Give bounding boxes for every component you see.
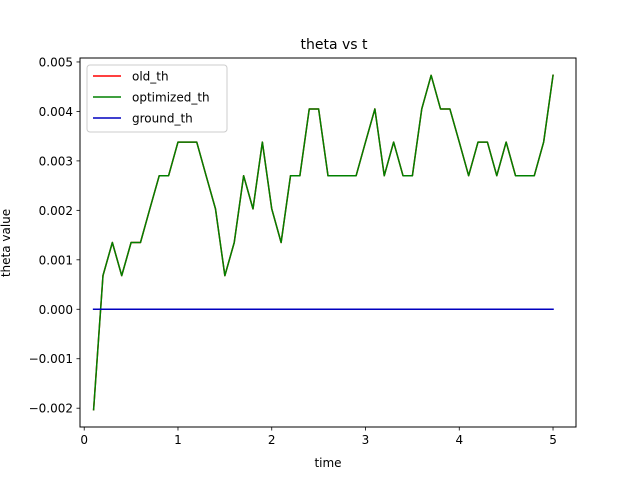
y-tick-label: −0.001 — [29, 352, 73, 366]
legend-box — [86, 64, 228, 133]
y-tick-label: 0.000 — [39, 303, 73, 317]
x-axis-label: time — [314, 456, 341, 470]
y-axis-label: theta value — [0, 209, 13, 277]
x-tick-label: 1 — [174, 433, 182, 447]
x-tick-label: 0 — [80, 433, 88, 447]
y-tick-label: −0.002 — [29, 402, 73, 416]
y-axis: −0.002 −0.001 0.000 0.001 0.002 0.003 0.004 0.0… — [29, 55, 80, 416]
y-tick-label: 0.002 — [39, 204, 73, 218]
legend-label-old_th: old_th — [132, 70, 169, 84]
x-tick-label: 2 — [268, 433, 276, 447]
series-line-optimized_th — [92, 74, 554, 411]
x-axis: 0 1 2 3 4 5 — [80, 427, 557, 447]
legend-label-optimized_th: optimized_th — [132, 91, 210, 105]
x-tick-label: 3 — [362, 433, 370, 447]
y-tick-label: 0.003 — [39, 154, 73, 168]
series-layer — [92, 74, 554, 411]
chart-title: theta vs t — [300, 37, 368, 53]
x-tick-label: 4 — [455, 433, 463, 447]
legend: old_th optimized_th ground_th — [86, 64, 228, 133]
y-tick-label: 0.004 — [39, 105, 73, 119]
plot-frame — [79, 57, 577, 428]
x-tick-label: 5 — [549, 433, 557, 447]
legend-label-ground_th: ground_th — [132, 112, 193, 126]
y-tick-label: 0.005 — [39, 55, 73, 69]
y-tick-label: 0.001 — [39, 253, 73, 267]
